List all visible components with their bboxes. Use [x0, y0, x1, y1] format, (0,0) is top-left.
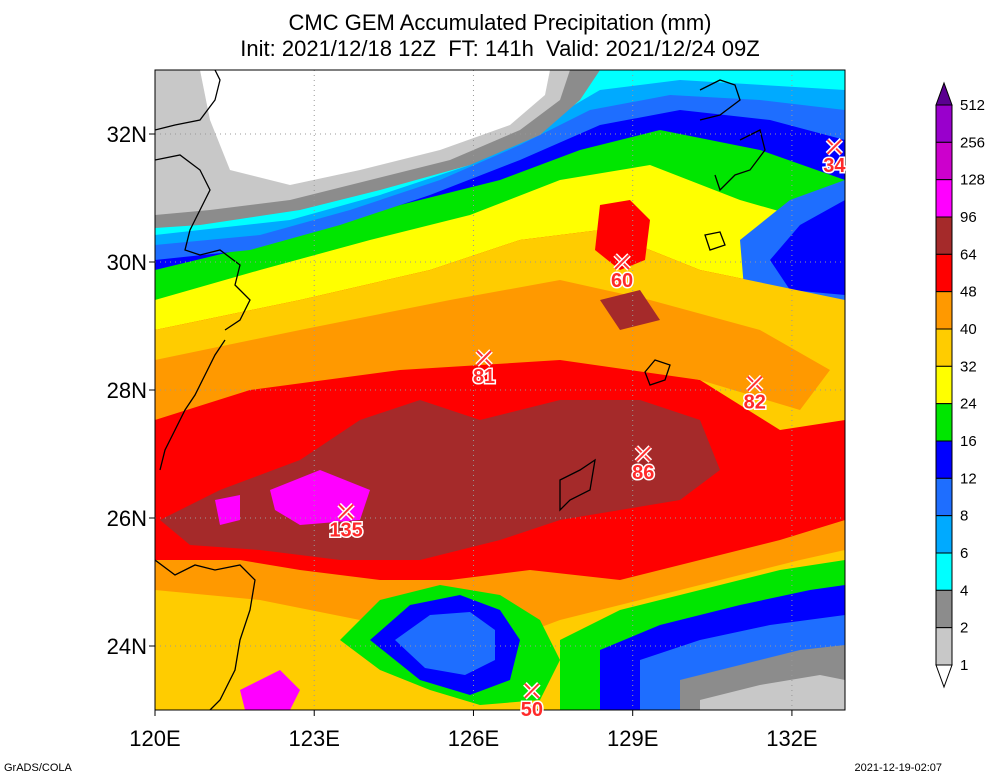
colorbar-swatch [935, 141, 953, 181]
lat-tick-label: 26N [107, 506, 147, 531]
colorbar-level-label: 1 [960, 657, 968, 674]
colorbar-swatch [935, 328, 953, 367]
colorbar-swatch [935, 552, 953, 591]
colorbar-swatch [935, 365, 953, 405]
marker-value: 81 [473, 366, 495, 388]
max-marker: 81 [471, 349, 497, 390]
max-marker: 86 [631, 445, 656, 486]
marker-cross [476, 350, 492, 366]
map-title: CMC GEM Accumulated Precipitation (mm) [288, 10, 712, 35]
lon-tick-label: 126E [448, 726, 499, 751]
colorbar-level-label: 8 [960, 508, 968, 525]
colorbar-level-label: 40 [960, 321, 977, 338]
colorbar-level-label: 6 [960, 545, 968, 562]
colorbar-level-label: 512 [960, 97, 985, 114]
colorbar-level-label: 32 [960, 358, 977, 375]
max-marker: 135 [328, 502, 364, 543]
colorbar-level-label: 24 [960, 396, 977, 413]
colorbar-level-label: 64 [960, 246, 977, 263]
colorbar-swatch [935, 291, 953, 330]
colorbar-swatch [935, 627, 953, 666]
colorbar-level-label: 96 [960, 209, 977, 226]
marker-value: 86 [632, 462, 654, 484]
lon-tick-labels: 120E 123E 126E 129E 132E [129, 710, 818, 751]
colorbar-level-label: 2 [960, 620, 968, 637]
marker-value: 60 [611, 270, 633, 292]
max-marker: 34 [822, 138, 848, 178]
lon-tick-label: 132E [766, 726, 817, 751]
max-markers: 135 81 60 82 86 34 50 [328, 138, 848, 722]
colorbar-bottom-triangle [935, 664, 953, 689]
marker-value: 34 [823, 155, 846, 177]
lat-tick-label: 24N [107, 634, 147, 659]
max-marker: 50 [519, 682, 544, 722]
marker-cross [614, 254, 630, 270]
lon-tick-label: 123E [289, 726, 340, 751]
colorbar-swatch [935, 104, 953, 143]
colorbar-swatch [935, 515, 953, 554]
marker-value: 82 [744, 392, 766, 414]
colorbar-level-label: 256 [960, 134, 985, 151]
colorbar-level-label: 12 [960, 470, 977, 487]
marker-cross [524, 683, 540, 699]
coastlines [155, 70, 766, 710]
lon-tick-label: 120E [129, 726, 180, 751]
colorbar-top-triangle [935, 81, 953, 106]
marker-cross [826, 139, 843, 155]
software-credit: GrADS/COLA [4, 762, 72, 774]
colorbar-swatch [935, 589, 953, 629]
colorbar-swatch [935, 477, 953, 517]
precipitation-field [155, 70, 845, 710]
colorbar-swatch [935, 253, 953, 293]
colorbar-level-label: 48 [960, 284, 977, 301]
lat-tick-label: 30N [107, 250, 147, 275]
graticule [155, 70, 845, 710]
max-marker: 82 [742, 374, 767, 415]
map-subtitle: Init: 2021/12/18 12Z FT: 141h Valid: 202… [240, 36, 760, 61]
max-marker: 60 [609, 253, 635, 294]
colorbar-level-label: 16 [960, 433, 977, 450]
marker-cross [635, 446, 652, 462]
lat-tick-labels: 24N 26N 28N 30N 32N [107, 122, 155, 659]
marker-value: 135 [329, 520, 362, 542]
marker-value: 50 [521, 699, 543, 721]
lat-tick-label: 28N [107, 378, 147, 403]
lat-tick-label: 32N [107, 122, 147, 147]
generated-timestamp: 2021-12-19-02:07 [854, 762, 942, 774]
colorbar-level-label: 4 [960, 582, 968, 599]
colorbar-swatch [935, 403, 953, 442]
marker-cross [747, 375, 763, 392]
colorbar-level-label: 128 [960, 172, 985, 189]
lon-tick-label: 129E [607, 726, 658, 751]
colorbar-swatch [935, 440, 953, 479]
colorbar-swatch [935, 179, 953, 218]
colorbar-swatch [935, 216, 953, 255]
marker-cross [338, 503, 354, 520]
